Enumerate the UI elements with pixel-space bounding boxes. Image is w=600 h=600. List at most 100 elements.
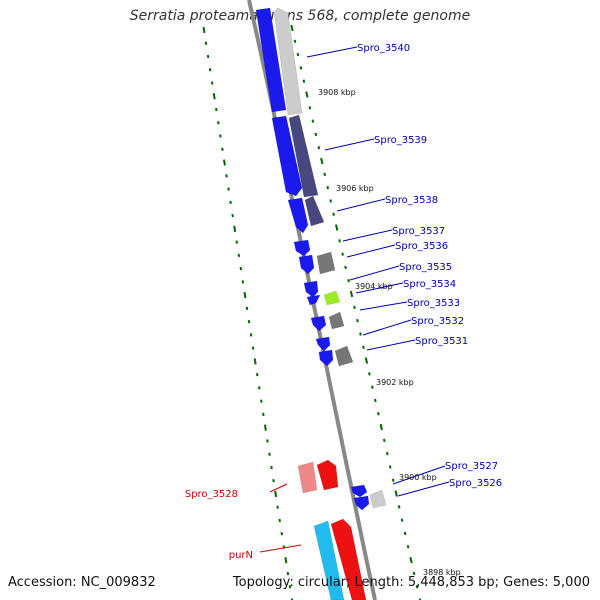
feature-spro-3528-light[interactable] <box>297 461 318 494</box>
gene-label[interactable]: Spro_3537 <box>392 226 445 237</box>
cds-spro-3539-rev[interactable] <box>288 114 319 198</box>
gene-labels: Spro_3540 Spro_3539 Spro_3538 Spro_3537 … <box>185 43 502 561</box>
track-dot <box>272 479 275 483</box>
gene-label[interactable]: Spro_3535 <box>399 262 452 273</box>
feature-purn[interactable] <box>330 518 367 600</box>
track-dot <box>215 107 218 112</box>
rna-feature-track <box>297 459 367 600</box>
connector-line <box>336 198 386 212</box>
gene-label[interactable]: Spro_3532 <box>411 316 464 327</box>
connector-line <box>359 301 408 311</box>
track-dot <box>382 438 386 443</box>
cds-spro-3538-rev[interactable] <box>304 195 325 227</box>
connector-line <box>392 465 446 485</box>
genome-summary-text: Topology: circular; Length: 5,448,853 bp… <box>232 575 590 590</box>
cds-spro-3534-rev[interactable] <box>323 290 341 306</box>
track-dot <box>225 174 228 178</box>
gene-label[interactable]: Spro_3539 <box>374 135 427 146</box>
cds-spro-3536-rev[interactable] <box>316 251 336 275</box>
gene-label[interactable]: Spro_3526 <box>449 478 502 489</box>
track-dot <box>344 265 347 270</box>
track-dot <box>241 280 245 284</box>
gene-label[interactable]: Spro_3534 <box>403 279 456 290</box>
track-dot <box>227 187 230 191</box>
cds-spro-3537[interactable] <box>293 239 311 257</box>
cds-spro-3534[interactable] <box>306 294 321 306</box>
track-dot <box>400 518 404 522</box>
cds-spro-3527[interactable] <box>350 484 368 498</box>
gene-label[interactable]: Spro_3531 <box>415 336 468 347</box>
cds-spro-3535[interactable] <box>303 280 319 298</box>
connector-line <box>362 319 412 336</box>
track-dot <box>311 119 315 123</box>
track-dot <box>364 357 369 364</box>
cds-spro-3533[interactable] <box>310 315 327 332</box>
track-dot <box>290 598 294 600</box>
gene-label[interactable]: Spro_3538 <box>385 195 438 206</box>
track-dot <box>231 213 234 218</box>
track-dot <box>356 318 359 323</box>
track-dot <box>290 24 294 32</box>
track-dot <box>221 147 224 151</box>
cds-spro-3540-rev[interactable] <box>273 7 303 116</box>
feature-spro-3528[interactable] <box>316 459 339 491</box>
track-dot <box>239 266 243 271</box>
track-dot <box>341 252 344 256</box>
gene-label[interactable]: Spro_3533 <box>407 298 460 309</box>
track-dot <box>302 79 306 83</box>
track-dot <box>308 106 312 110</box>
track-dot <box>299 66 303 70</box>
cds-spro-3532[interactable] <box>315 336 331 352</box>
tick-label: 3900 kbp <box>399 473 437 482</box>
track-dot <box>391 478 395 482</box>
track-dot <box>286 571 290 576</box>
gene-label[interactable]: Spro_3527 <box>445 461 498 472</box>
track-dot <box>332 212 335 216</box>
gene-label[interactable]: purN <box>229 550 253 561</box>
track-dot <box>204 41 208 45</box>
track-dot <box>263 424 267 431</box>
cds-spro-3536[interactable] <box>298 254 315 275</box>
cds-spro-3538[interactable] <box>287 197 309 234</box>
cds-spro-3531[interactable] <box>318 349 334 367</box>
gene-label[interactable]: Spro_3536 <box>395 241 448 252</box>
gene-label[interactable]: Spro_3540 <box>357 43 410 54</box>
connector-line <box>306 46 358 58</box>
track-dot <box>374 398 377 403</box>
tick-label: 3908 kbp <box>318 88 356 97</box>
track-dot <box>415 585 419 589</box>
track-dot <box>223 159 226 166</box>
inner-dotted-track <box>202 26 294 600</box>
connector-line <box>397 481 450 497</box>
track-dot <box>329 199 333 203</box>
track-dot <box>418 598 422 600</box>
cds-spro-3526-rev[interactable] <box>369 489 387 509</box>
cds-spro-3532-rev[interactable] <box>328 311 345 330</box>
cds-spro-3526[interactable] <box>353 495 370 511</box>
track-dot <box>362 345 365 349</box>
track-dot <box>371 385 374 389</box>
track-dot <box>266 439 269 443</box>
feature-purn-cyan[interactable] <box>313 520 345 600</box>
connector-line <box>366 339 416 351</box>
track-dot <box>397 505 401 509</box>
gene-label[interactable]: Spro_3528 <box>185 489 238 500</box>
cds-spro-3531-rev[interactable] <box>334 345 354 367</box>
cds-spro-3539[interactable] <box>271 115 303 197</box>
connector-line <box>355 282 404 294</box>
cds-spro-3540[interactable] <box>255 7 287 113</box>
scale-tick-labels: 3908 kbp 3906 kbp 3904 kbp 3902 kbp 3900… <box>318 88 461 577</box>
track-dot <box>409 556 413 564</box>
track-dot <box>388 465 392 469</box>
track-dot <box>235 240 238 244</box>
label-connectors <box>259 46 450 553</box>
track-dot <box>247 319 251 324</box>
tick-label: 3906 kbp <box>336 184 374 193</box>
accession-text: Accession: NC_009832 <box>8 575 156 590</box>
track-dot <box>320 157 324 165</box>
track-dot <box>314 132 318 137</box>
track-dot <box>219 134 222 138</box>
track-dot <box>276 505 279 509</box>
track-dot <box>260 399 263 403</box>
